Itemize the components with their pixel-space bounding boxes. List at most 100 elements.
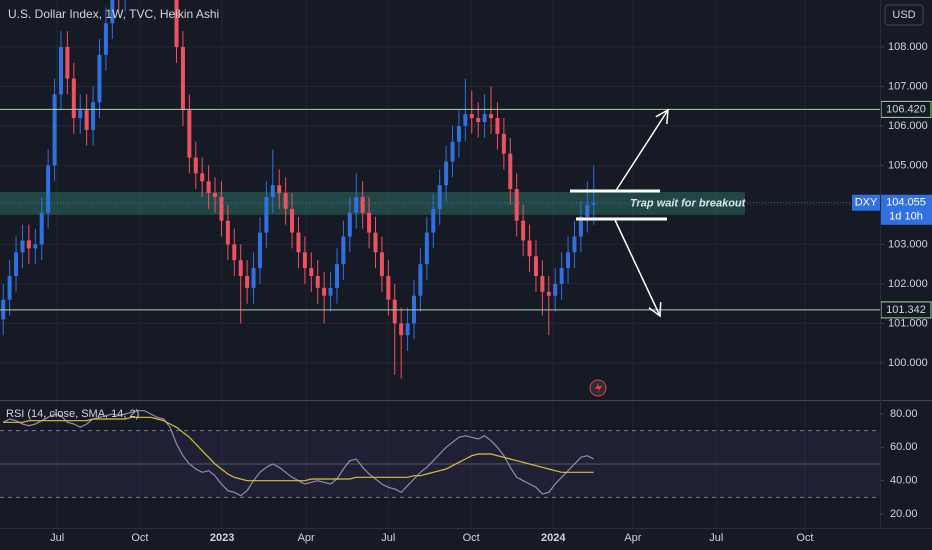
candle-body bbox=[572, 236, 577, 253]
candle-body bbox=[309, 268, 314, 277]
candle-body bbox=[26, 240, 31, 249]
candle-body bbox=[232, 244, 237, 261]
candle-body bbox=[264, 197, 269, 233]
x-tick-label: 2023 bbox=[210, 532, 234, 544]
y-tick-label: 103.000 bbox=[888, 238, 928, 250]
candle-body bbox=[71, 78, 76, 119]
y-tick-label: 107.000 bbox=[888, 80, 928, 92]
y-tick-label: 101.000 bbox=[888, 317, 928, 329]
candle-body bbox=[65, 46, 70, 79]
candle-body bbox=[187, 110, 192, 158]
currency: USD bbox=[892, 9, 915, 21]
rsi-y-tick-label: 80.00 bbox=[890, 408, 918, 420]
candle-body bbox=[91, 102, 96, 130]
rsi-y-tick-label: 60.00 bbox=[890, 441, 918, 453]
candle-body bbox=[424, 232, 429, 265]
candle-body bbox=[591, 202, 596, 205]
x-tick-label: Oct bbox=[131, 532, 148, 544]
candle-body bbox=[206, 181, 211, 194]
candle-body bbox=[373, 232, 378, 253]
x-tick-label: Jul bbox=[50, 532, 64, 544]
axes: Jul Oct 2023 Apr Jul Oct 2024 Apr Jul Oct 100.000 1… bbox=[50, 41, 932, 544]
annotation: Trap wait for breakout bbox=[630, 197, 747, 209]
rsi-sma-line bbox=[3, 416, 594, 482]
candle-body bbox=[315, 276, 320, 288]
candle-body bbox=[277, 185, 282, 194]
candle-body bbox=[540, 276, 545, 292]
candle-body bbox=[302, 252, 307, 269]
x-tick-label: Jul bbox=[709, 532, 723, 544]
y-tick-label: 106.000 bbox=[888, 120, 928, 132]
candle-body bbox=[405, 323, 410, 336]
rsi-pane bbox=[0, 401, 880, 528]
candle-body bbox=[463, 114, 468, 126]
candle-body bbox=[489, 114, 494, 119]
candle-body bbox=[347, 212, 352, 237]
candle-body bbox=[180, 46, 185, 111]
candle-body bbox=[328, 287, 333, 296]
candle-body bbox=[84, 110, 89, 130]
candle-body bbox=[527, 240, 532, 257]
candle-body bbox=[270, 185, 275, 198]
candle-body bbox=[418, 264, 423, 296]
price-pane: Trap wait for breakout bbox=[0, 0, 880, 400]
x-tick-label: Oct bbox=[463, 532, 480, 544]
candle-body bbox=[482, 114, 487, 123]
candle-body bbox=[20, 240, 25, 253]
candle-body bbox=[508, 153, 513, 190]
candle-body bbox=[360, 197, 365, 213]
candle-body bbox=[97, 54, 102, 103]
currency-box[interactable] bbox=[884, 4, 924, 26]
candle-body bbox=[354, 197, 359, 213]
candle-body bbox=[559, 268, 564, 284]
candle-body bbox=[367, 212, 372, 233]
candle-body bbox=[283, 193, 288, 209]
arrow-up-head bbox=[655, 108, 669, 125]
candle-body bbox=[219, 197, 224, 221]
level-label: 101.342 bbox=[886, 304, 926, 316]
candle-body bbox=[399, 323, 404, 336]
candle-body bbox=[46, 165, 51, 213]
x-tick-label: Apr bbox=[624, 532, 641, 544]
candle-body bbox=[546, 291, 551, 296]
x-tick-label: Oct bbox=[796, 532, 813, 544]
candle-body bbox=[58, 46, 63, 95]
chart-title: U.S. Dollar Index, 1W, TVC, Heikin Ashi bbox=[8, 7, 219, 21]
x-tick-label: 2024 bbox=[541, 532, 566, 544]
candle-body bbox=[322, 287, 327, 296]
candle-body bbox=[444, 161, 449, 186]
candle-body bbox=[386, 276, 391, 300]
candle-body bbox=[39, 212, 44, 245]
candle-body bbox=[257, 232, 262, 269]
candle-body bbox=[431, 208, 436, 233]
x-tick-label: Jul bbox=[381, 532, 395, 544]
y-tick-label: 105.000 bbox=[888, 159, 928, 171]
candle-body bbox=[521, 220, 526, 241]
drawings bbox=[570, 108, 669, 397]
candle-body bbox=[566, 252, 571, 269]
candle-body bbox=[450, 141, 455, 162]
candle-body bbox=[213, 193, 218, 198]
arrow-down-head bbox=[648, 302, 662, 318]
candle-body bbox=[514, 189, 519, 221]
rsi-y-tick-label: 40.00 bbox=[890, 475, 918, 487]
candle-body bbox=[476, 118, 481, 123]
last-price-label: 104.055 bbox=[886, 197, 926, 209]
candle-body bbox=[14, 252, 19, 277]
candle-body bbox=[245, 276, 250, 288]
y-tick-label: 102.000 bbox=[888, 278, 928, 290]
candle-body bbox=[578, 216, 583, 237]
candle-body bbox=[110, 0, 115, 24]
candle-body bbox=[193, 157, 198, 174]
candle-body bbox=[392, 299, 397, 324]
candle-body bbox=[52, 94, 57, 166]
candle-body bbox=[33, 244, 38, 249]
candle-body bbox=[553, 283, 558, 296]
candle-body bbox=[251, 268, 256, 288]
x-tick-label: Apr bbox=[298, 532, 315, 544]
arrow-up bbox=[614, 109, 669, 193]
candle-body bbox=[495, 118, 500, 134]
candle-body bbox=[103, 23, 108, 55]
